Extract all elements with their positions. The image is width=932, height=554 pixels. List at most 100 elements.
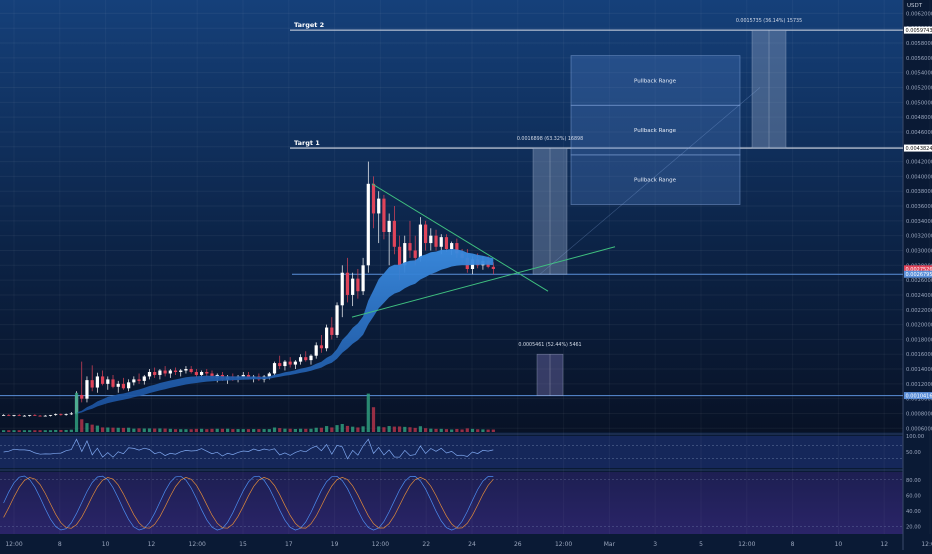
candle-body	[304, 357, 307, 360]
candle-body	[341, 273, 344, 306]
candle-body	[492, 267, 495, 269]
volume-bar	[398, 426, 401, 432]
volume-bar	[54, 430, 57, 432]
volume-bar	[33, 430, 36, 432]
time-axis-label: 3	[653, 541, 657, 548]
volume-bar	[299, 429, 302, 432]
candle-body	[184, 369, 187, 370]
volume-bar	[247, 429, 250, 432]
stoch-tick-label: 80.00	[906, 478, 921, 484]
stoch-tick-label: 60.00	[906, 493, 921, 499]
rsi-tick-label: 50.00	[906, 450, 921, 456]
price-tag-label: 0.0043824	[906, 146, 932, 152]
volume-bar	[393, 427, 396, 432]
time-axis-label: 12:00	[189, 541, 206, 548]
currency-label: USDT	[907, 3, 923, 9]
candle-body	[388, 221, 391, 232]
candle-body	[377, 199, 380, 214]
candle-body	[278, 363, 281, 366]
candle-body	[2, 415, 5, 416]
candle-body	[80, 395, 83, 399]
candle-body	[299, 357, 302, 361]
volume-bar	[2, 430, 5, 432]
volume-bar	[460, 429, 463, 432]
candle-body	[351, 279, 354, 295]
candle-body	[434, 236, 437, 247]
price-tick-label: 0.0020000	[906, 323, 932, 329]
volume-bar	[153, 429, 156, 432]
price-tick-label: 0.0058000	[906, 41, 932, 47]
candle-body	[33, 415, 36, 416]
candle-body	[91, 380, 94, 387]
level-label: Target 2	[294, 21, 324, 29]
candle-body	[96, 376, 99, 387]
candle-body	[122, 384, 125, 388]
volume-bar	[325, 426, 328, 432]
candle-body	[179, 371, 182, 372]
candle-body	[315, 345, 318, 355]
candle-body	[356, 279, 359, 292]
volume-bar	[263, 429, 266, 432]
volume-bar	[367, 394, 370, 432]
candle-body	[190, 369, 193, 372]
candle-body	[414, 250, 417, 257]
time-axis-label: Mar	[604, 541, 616, 548]
price-tick-label: 0.0012000	[906, 382, 932, 388]
candle-body	[38, 416, 41, 417]
volume-bar	[44, 430, 47, 432]
stoch-tick-label: 20.00	[906, 524, 921, 530]
volume-bar	[184, 429, 187, 432]
volume-bar	[440, 429, 443, 432]
volume-bar	[361, 426, 364, 432]
candle-body	[54, 414, 57, 415]
volume-bar	[143, 428, 146, 432]
volume-bar	[127, 428, 130, 432]
candle-body	[70, 413, 73, 414]
candle-body	[372, 184, 375, 214]
candle-body	[169, 371, 172, 374]
volume-bar	[59, 430, 62, 432]
price-tick-label: 0.0022000	[906, 308, 932, 314]
price-tick-label: 0.0034000	[906, 219, 932, 225]
volume-bar	[377, 426, 380, 432]
volume-bar	[38, 430, 41, 432]
volume-bar	[351, 427, 354, 432]
time-axis-label: 24	[468, 541, 476, 548]
volume-bar	[320, 428, 323, 432]
candle-body	[268, 373, 271, 376]
candle-body	[273, 363, 276, 373]
time-axis-label: 12	[148, 541, 156, 548]
price-tick-label: 0.0042000	[906, 160, 932, 166]
volume-bar	[169, 429, 172, 432]
volume-bar	[268, 429, 271, 432]
volume-bar	[487, 430, 490, 432]
volume-bar	[106, 428, 109, 433]
time-axis-label: 8	[58, 541, 62, 548]
volume-bar	[356, 427, 359, 432]
candle-body	[164, 371, 167, 374]
volume-bar	[471, 429, 474, 432]
volume-bar	[85, 423, 88, 432]
projection-label: 0.0016898 (63.32%) 16898	[517, 136, 583, 142]
candle-body	[127, 382, 130, 388]
volume-bar	[289, 429, 292, 432]
time-axis-label: 15	[239, 541, 247, 548]
volume-bar	[278, 428, 281, 432]
volume-bar	[445, 429, 448, 432]
volume-bar	[216, 429, 219, 432]
candle-body	[106, 379, 109, 383]
time-axis-label: 22	[422, 541, 430, 548]
volume-bar	[403, 427, 406, 432]
price-tick-label: 0.0046000	[906, 130, 932, 136]
volume-bar	[179, 429, 182, 432]
volume-bar	[148, 428, 151, 432]
volume-bar	[23, 430, 26, 432]
price-tag-label: 0.0010416	[906, 394, 932, 400]
candle-body	[137, 379, 140, 380]
volume-bar	[242, 429, 245, 432]
volume-bar	[122, 428, 125, 432]
volume-bar	[341, 424, 344, 432]
candle-body	[18, 415, 21, 416]
volume-bar	[137, 428, 140, 432]
